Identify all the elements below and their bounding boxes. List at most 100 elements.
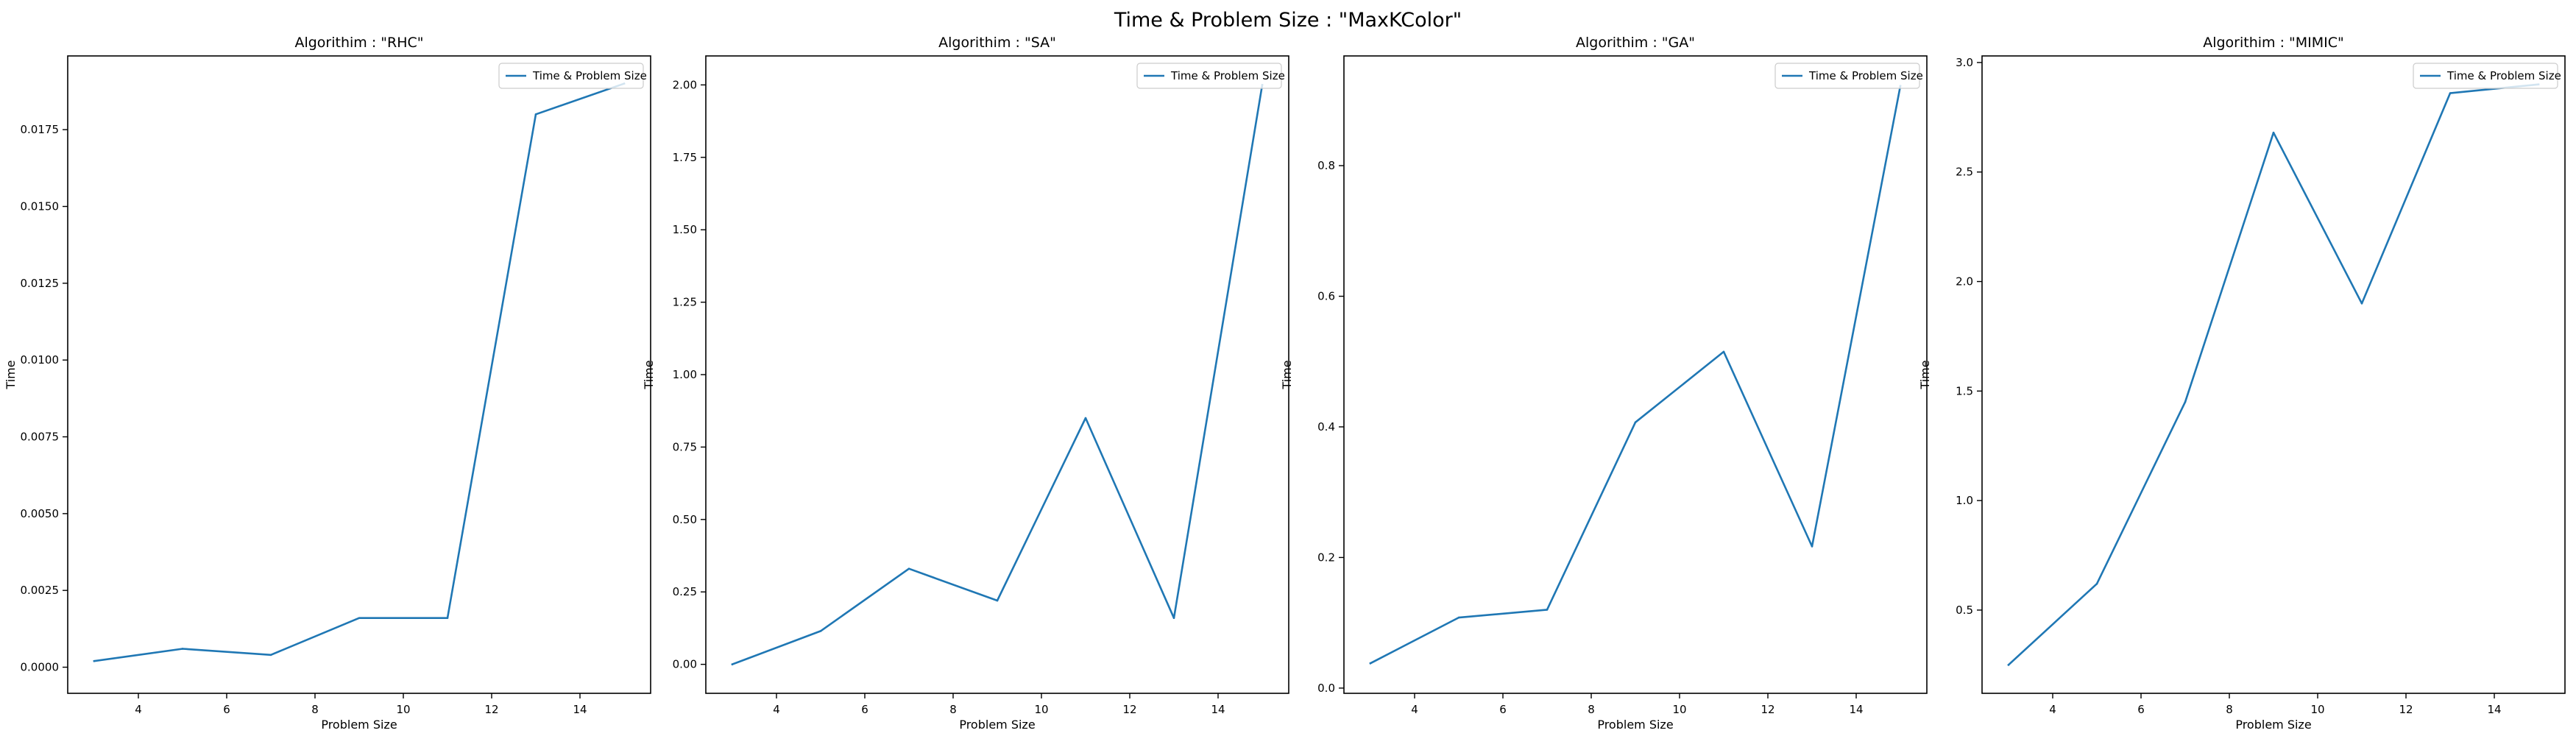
x-tick-label: 12 bbox=[484, 703, 498, 716]
y-tick-label: 1.5 bbox=[1956, 384, 1973, 397]
data-point bbox=[358, 617, 361, 620]
data-point bbox=[2184, 400, 2187, 403]
x-tick-label: 14 bbox=[573, 703, 587, 716]
data-point bbox=[1084, 417, 1087, 420]
x-tick-label: 10 bbox=[2310, 703, 2324, 716]
x-tick-label: 10 bbox=[1034, 703, 1048, 716]
x-tick-label: 10 bbox=[1672, 703, 1686, 716]
y-tick-label: 1.0 bbox=[1956, 494, 1973, 507]
y-tick-label: 1.25 bbox=[673, 296, 697, 309]
x-tick-label: 12 bbox=[1122, 703, 1136, 716]
axes-frame bbox=[1981, 55, 2566, 694]
data-point bbox=[2007, 664, 2010, 666]
data-point bbox=[1811, 545, 1814, 548]
data-point bbox=[1722, 350, 1725, 353]
legend-label: Time & Problem Size bbox=[532, 69, 647, 82]
data-point bbox=[819, 630, 822, 632]
x-tick-label: 6 bbox=[2137, 703, 2145, 716]
x-tick-label: 12 bbox=[2399, 703, 2413, 716]
legend-box bbox=[498, 63, 644, 89]
data-point bbox=[1546, 609, 1549, 611]
legend-box bbox=[1136, 63, 1282, 89]
y-tick-label: 0.0050 bbox=[21, 507, 60, 520]
legend: Time & Problem Size bbox=[498, 63, 647, 89]
legend: Time & Problem Size bbox=[2413, 63, 2561, 89]
x-tick-label: 14 bbox=[2487, 703, 2501, 716]
figure-title: Time & Problem Size : "MaxKColor" bbox=[1114, 9, 1462, 32]
series-line bbox=[93, 82, 626, 662]
y-tick-label: 0.0075 bbox=[21, 431, 60, 444]
y-tick-label: 0.0150 bbox=[21, 200, 60, 213]
x-tick-label: 8 bbox=[949, 703, 957, 716]
y-tick-label: 0.0 bbox=[1317, 682, 1335, 695]
data-point bbox=[1172, 617, 1175, 619]
legend-label: Time & Problem Size bbox=[2446, 69, 2561, 82]
x-tick-label: 4 bbox=[2049, 703, 2056, 716]
panel-title: Algorithim : "SA" bbox=[938, 35, 1056, 51]
x-tick-label: 14 bbox=[1211, 703, 1225, 716]
x-axis-label: Problem Size bbox=[2235, 718, 2311, 732]
legend: Time & Problem Size bbox=[1136, 63, 1285, 89]
x-tick-label: 8 bbox=[1588, 703, 1595, 716]
legend-label: Time & Problem Size bbox=[1808, 69, 1923, 82]
y-tick-label: 3.0 bbox=[1956, 56, 1973, 69]
y-tick-label: 0.25 bbox=[673, 585, 697, 598]
data-point bbox=[181, 648, 184, 650]
y-tick-label: 0.0100 bbox=[21, 353, 60, 367]
legend-label: Time & Problem Size bbox=[1170, 69, 1285, 82]
y-tick-label: 0.0175 bbox=[21, 123, 60, 136]
series-line bbox=[2007, 83, 2540, 667]
x-tick-label: 6 bbox=[1499, 703, 1507, 716]
x-tick-label: 8 bbox=[311, 703, 319, 716]
y-axis-label: Time bbox=[1918, 360, 1932, 389]
data-point bbox=[534, 113, 537, 116]
axes-frame bbox=[1343, 55, 1928, 694]
series-line bbox=[1369, 85, 1902, 665]
y-tick-label: 0.0125 bbox=[21, 277, 60, 290]
y-axis-label: Time bbox=[1280, 360, 1294, 389]
x-tick-label: 4 bbox=[1411, 703, 1418, 716]
y-tick-label: 2.5 bbox=[1956, 166, 1973, 179]
data-point bbox=[996, 599, 999, 602]
x-tick-label: 10 bbox=[396, 703, 410, 716]
x-tick-label: 8 bbox=[2226, 703, 2233, 716]
data-point bbox=[2095, 582, 2098, 585]
y-tick-label: 0.2 bbox=[1317, 551, 1335, 564]
axes-frame bbox=[705, 55, 1289, 694]
series-line bbox=[731, 83, 1264, 666]
y-tick-label: 1.50 bbox=[673, 223, 697, 236]
y-tick-label: 0.50 bbox=[673, 513, 697, 526]
chart-panel-4: Algorithim : "MIMIC" 4 6 8 10 12 14 0.5 1.0 1.5 2.… bbox=[1918, 35, 2566, 732]
panel-title: Algorithim : "RHC" bbox=[294, 35, 423, 51]
y-tick-label: 1.75 bbox=[673, 151, 697, 164]
data-point bbox=[2272, 131, 2275, 134]
y-axis-label: Time bbox=[642, 360, 656, 389]
y-tick-label: 2.00 bbox=[673, 78, 697, 91]
data-point bbox=[907, 567, 910, 570]
axes-frame bbox=[67, 55, 651, 694]
x-tick-label: 14 bbox=[1849, 703, 1863, 716]
y-tick-label: 0.0000 bbox=[21, 661, 60, 674]
y-axis-label: Time bbox=[4, 360, 18, 389]
x-axis-label: Problem Size bbox=[1597, 718, 1673, 732]
chart-panel-1: Algorithim : "RHC" 4 6 8 10 12 14 0.0000 0.0025 0… bbox=[4, 35, 651, 732]
y-tick-label: 0.0025 bbox=[21, 584, 60, 597]
data-point bbox=[1369, 662, 1372, 665]
data-point bbox=[93, 659, 96, 662]
legend-box bbox=[1774, 63, 1920, 89]
chart-panel-3: Algorithim : "GA" 4 6 8 10 12 14 0.0 0.2 0.4 0.6 0.… bbox=[1280, 35, 1928, 732]
data-point bbox=[731, 663, 734, 665]
legend: Time & Problem Size bbox=[1774, 63, 1923, 89]
x-tick-label: 4 bbox=[135, 703, 142, 716]
x-tick-label: 6 bbox=[223, 703, 230, 716]
y-tick-label: 0.00 bbox=[673, 658, 697, 671]
chart-panel-2: Algorithim : "SA" 4 6 8 10 12 14 0.00 0.25 0.50 0.… bbox=[642, 35, 1289, 732]
y-tick-label: 0.4 bbox=[1317, 420, 1335, 434]
x-tick-label: 4 bbox=[773, 703, 780, 716]
panel-title: Algorithim : "GA" bbox=[1576, 35, 1695, 51]
y-tick-label: 1.00 bbox=[673, 368, 697, 381]
data-point bbox=[1457, 616, 1460, 619]
y-tick-label: 0.5 bbox=[1956, 604, 1973, 617]
